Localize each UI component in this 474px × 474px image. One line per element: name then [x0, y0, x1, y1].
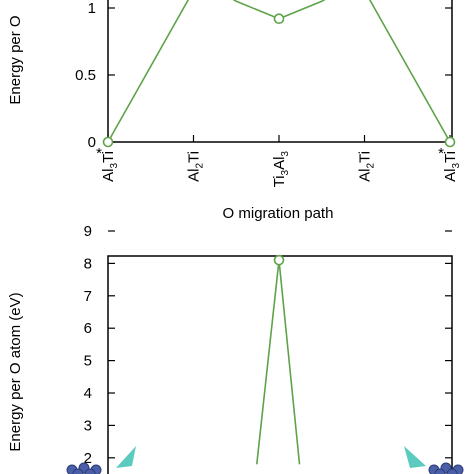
structure-decorations	[66, 446, 464, 474]
top-data-point	[102, 136, 114, 148]
top-x-tick-label: Al3Ti	[100, 151, 120, 182]
bottom-y-tick-label: 3	[84, 417, 92, 434]
top-x-tick-asterisk: *	[438, 145, 444, 162]
bottom-y-tick-label: 5	[84, 353, 92, 370]
structure-left-wedge	[116, 446, 136, 468]
top-plot-frame	[107, 0, 453, 143]
top-x-tick-asterisk: *	[96, 145, 102, 162]
top-y-tick-label: 0.5	[75, 67, 96, 84]
structure-right-wedge	[404, 446, 426, 468]
bottom-y-axis-label: Energy per O atom (eV)	[7, 292, 24, 451]
top-x-tick-label: Al2Ti	[186, 151, 206, 182]
top-panel: 00.51Al3Ti*Al2TiTi3Al3Al2TiAl3Ti*Energy …	[7, 0, 462, 222]
bottom-y-tick-label: 7	[84, 288, 92, 305]
top-y-tick-label: 0	[88, 134, 96, 151]
top-x-tick-label: Ti3Al3	[271, 151, 291, 188]
top-data-point	[444, 136, 456, 148]
top-x-axis-label: O migration path	[223, 205, 334, 222]
bottom-y-tick-label: 2	[84, 450, 92, 467]
structure-right-atom	[434, 468, 446, 474]
structure-right-atom	[446, 468, 458, 474]
top-x-tick-label: Al2Ti	[357, 151, 377, 182]
bottom-y-tick-label: 8	[84, 255, 92, 272]
top-x-tick-label: Al3Ti	[442, 151, 462, 182]
top-data-point	[273, 13, 285, 25]
bottom-plot-frame	[107, 255, 453, 474]
structure-left-atom	[84, 468, 96, 474]
bottom-y-tick-label: 4	[84, 385, 92, 402]
structure-left-atom	[72, 468, 84, 474]
top-y-tick-label: 1	[88, 0, 96, 17]
bottom-panel: 2 3 4 5 6 7 8 9 Energy per O atom (eV)	[7, 223, 453, 474]
bottom-y-tick-label: 9	[84, 223, 92, 240]
bottom-series-line	[255, 260, 301, 465]
bottom-data-point	[273, 254, 285, 266]
top-y-axis-label: Energy per O	[7, 15, 24, 104]
bottom-y-tick-label: 6	[84, 320, 92, 337]
